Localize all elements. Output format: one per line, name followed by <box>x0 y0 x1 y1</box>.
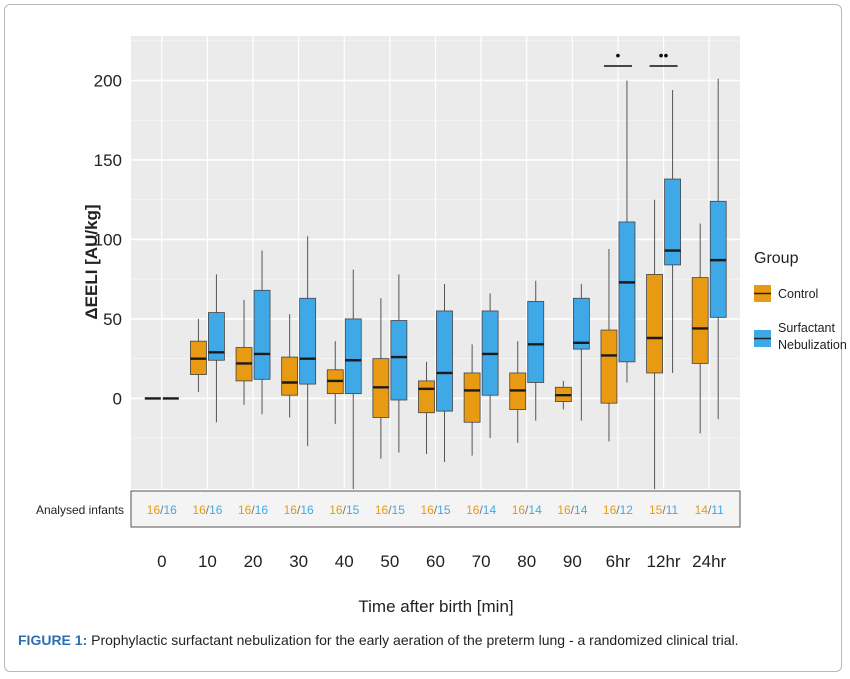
box-control-20 <box>235 299 253 405</box>
iqr-surfactant-90 <box>572 297 590 350</box>
box-control-70 <box>463 344 481 456</box>
x-tick-6hr: 6hr <box>606 552 631 571</box>
significance-mark-6hr: • <box>616 47 621 63</box>
box-surfactant-24hr <box>709 78 727 420</box>
count-6hr: 16/12 <box>603 503 633 517</box>
legend-label-control: Control <box>778 287 818 301</box>
iqr-surfactant-50 <box>390 320 408 401</box>
caption-text: Prophylactic surfactant nebulization for… <box>87 632 739 648</box>
x-tick-labels: 0 10 20 30 40 50 60 70 80 90 6hr 12hr 24hr <box>157 552 726 571</box>
box-surfactant-40 <box>344 269 362 489</box>
box-surfactant-6hr <box>618 80 636 383</box>
box-control-40 <box>326 341 344 424</box>
box-surfactant-50 <box>390 274 408 453</box>
iqr-surfactant-80 <box>527 301 545 383</box>
legend-label-surfactant: Surfactant Nebulization <box>778 321 847 352</box>
box-control-24hr <box>691 223 709 434</box>
count-80: 16/14 <box>512 503 542 517</box>
iqr-control-24hr <box>691 277 709 364</box>
x-tick-10: 10 <box>198 552 217 571</box>
box-control-50 <box>372 298 390 459</box>
iqr-control-60 <box>418 380 435 414</box>
x-tick-12hr: 12hr <box>647 552 681 571</box>
x-tick-60: 60 <box>426 552 445 571</box>
count-10: 16/16 <box>192 503 222 517</box>
x-tick-50: 50 <box>380 552 399 571</box>
figure-caption: FIGURE 1: Prophylactic surfactant nebuli… <box>18 631 818 650</box>
count-24hr: 14/11 <box>695 503 724 517</box>
legend-item-control: Control <box>754 285 818 302</box>
box-control-12hr <box>646 199 663 489</box>
count-30: 16/16 <box>284 503 314 517</box>
count-50: 16/15 <box>375 503 405 517</box>
y-tick-100: 100 <box>94 230 122 249</box>
box-surfactant-80 <box>527 280 545 421</box>
x-axis-label: Time after birth [min] <box>358 597 513 616</box>
count-40: 16/15 <box>329 503 359 517</box>
x-tick-30: 30 <box>289 552 308 571</box>
y-tick-50: 50 <box>103 310 122 329</box>
grid-lines <box>131 36 740 489</box>
iqr-control-12hr <box>646 274 663 374</box>
iqr-control-70 <box>463 372 481 423</box>
count-60: 16/15 <box>420 503 450 517</box>
box-surfactant-70 <box>481 293 499 439</box>
box-surfactant-30 <box>299 236 317 447</box>
counts-panel <box>130 490 741 528</box>
box-control-60 <box>418 361 435 455</box>
iqr-surfactant-10 <box>208 312 225 361</box>
count-12hr: 15/11 <box>649 503 678 517</box>
y-tick-200: 200 <box>94 72 122 91</box>
x-tick-20: 20 <box>244 552 263 571</box>
iqr-surfactant-30 <box>299 297 317 385</box>
caption-label: FIGURE 1: <box>18 632 88 648</box>
y-axis-label: ΔEELI [AU/kg] <box>82 204 101 319</box>
box-surfactant-60 <box>436 283 453 462</box>
counts-label: Analysed infants <box>36 503 124 517</box>
iqr-surfactant-40 <box>344 318 362 395</box>
iqr-surfactant-12hr <box>664 178 681 266</box>
x-tick-90: 90 <box>563 552 582 571</box>
box-surfactant-20 <box>253 250 271 415</box>
legend: Group Control Surfactant Nebulization <box>754 250 847 352</box>
box-control-90 <box>554 380 572 410</box>
y-tick-150: 150 <box>94 151 122 170</box>
legend-item-surfactant: Surfactant Nebulization <box>754 321 847 352</box>
x-tick-70: 70 <box>472 552 491 571</box>
iqr-surfactant-20 <box>253 289 271 380</box>
box-surfactant-12hr <box>664 90 681 373</box>
legend-title: Group <box>754 250 799 267</box>
iqr-control-6hr <box>600 329 618 404</box>
iqr-control-30 <box>281 356 299 396</box>
significance-mark-12hr: •• <box>659 47 669 63</box>
count-20: 16/16 <box>238 503 268 517</box>
box-control-6hr <box>600 248 618 442</box>
y-tick-0: 0 <box>113 389 122 408</box>
count-0: 16/16 <box>147 503 177 517</box>
box-surfactant-90 <box>572 283 590 421</box>
count-90: 16/14 <box>557 503 587 517</box>
x-tick-40: 40 <box>335 552 354 571</box>
y-tick-labels: 0 50 100 150 200 <box>94 72 122 409</box>
x-tick-24hr: 24hr <box>692 552 726 571</box>
box-control-80 <box>509 341 527 443</box>
iqr-surfactant-6hr <box>618 221 636 363</box>
box-surfactant-10 <box>208 274 225 423</box>
box-control-30 <box>281 314 299 418</box>
x-tick-0: 0 <box>157 552 166 571</box>
box-control-10 <box>190 318 207 393</box>
iqr-surfactant-60 <box>436 310 453 412</box>
boxes-layer: • •• <box>144 47 727 489</box>
x-tick-80: 80 <box>517 552 536 571</box>
counts-row: 16/16 16/16 16/16 16/16 16/15 16/15 16/15 16/14… <box>147 503 724 517</box>
count-70: 16/14 <box>466 503 496 517</box>
